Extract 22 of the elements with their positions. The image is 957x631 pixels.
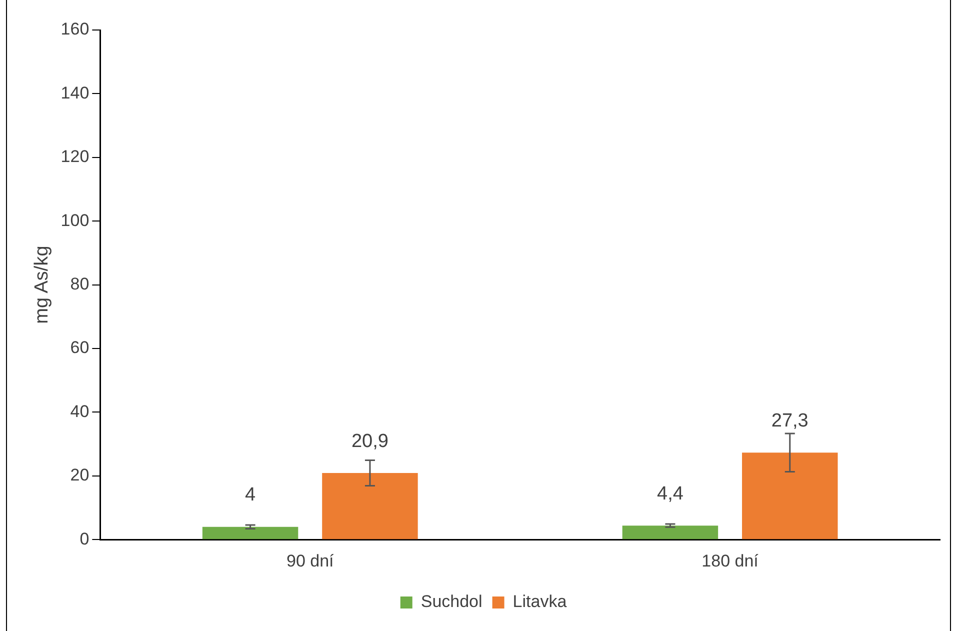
y-tick-label: 80 — [70, 274, 90, 294]
y-tick-label: 100 — [60, 210, 90, 230]
bar — [202, 526, 298, 540]
legend-label: Litavka — [512, 592, 568, 612]
y-tick-label: 60 — [70, 338, 90, 358]
y-tick-label: 40 — [70, 402, 90, 421]
y-tick-label: 140 — [60, 83, 90, 102]
y-tick-label: 20 — [70, 466, 90, 485]
y-tick-label: 0 — [80, 529, 90, 548]
data-label: 4 — [244, 484, 256, 506]
data-label: 4,4 — [656, 483, 684, 504]
data-label: 20,9 — [351, 430, 388, 452]
y-tick-label: 160 — [60, 20, 90, 39]
legend-label: Suchdol — [420, 592, 482, 612]
bar — [622, 526, 718, 540]
x-tick-label: 90 dní — [286, 551, 334, 570]
y-tick-label: 120 — [60, 147, 90, 166]
bar — [322, 473, 418, 540]
data-label: 27,3 — [771, 410, 808, 432]
x-tick-label: 180 dní — [702, 551, 759, 570]
bar — [742, 452, 838, 540]
y-axis-title: mg As/kg — [32, 246, 53, 324]
